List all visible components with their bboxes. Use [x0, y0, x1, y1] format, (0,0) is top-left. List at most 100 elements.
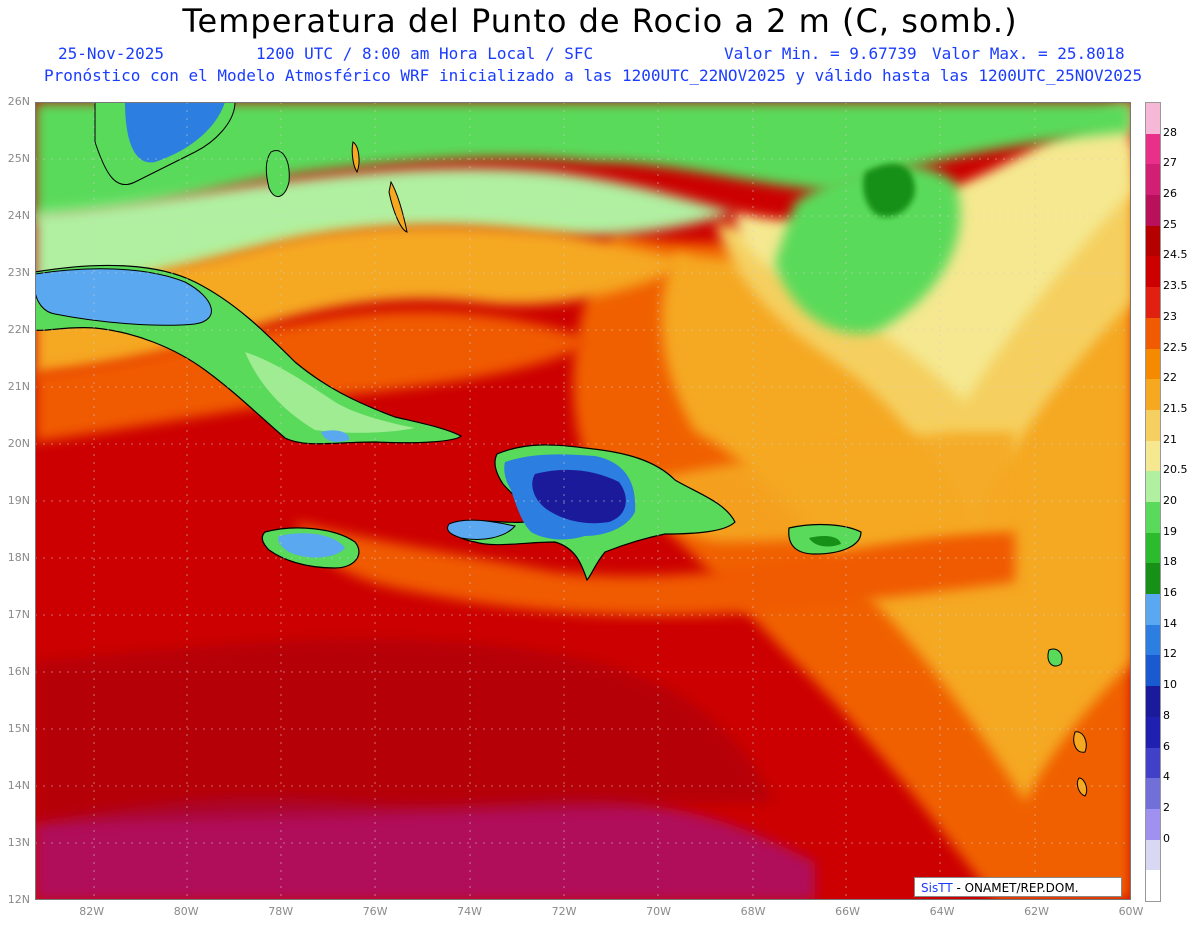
colorbar-segment — [1146, 502, 1160, 534]
lat-tick-label: 23N — [7, 266, 30, 279]
colorbar-label: 14 — [1163, 616, 1177, 630]
min-value: Valor Min. = 9.67739 — [724, 44, 917, 63]
colorbar-label: 20 — [1163, 494, 1177, 507]
colorbar-segment — [1146, 164, 1160, 196]
florida-blue — [125, 102, 225, 163]
lon-tick-label: 80W — [173, 905, 199, 918]
onamet-logo: SisTT - ONAMET/REP.DOM. — [914, 877, 1122, 897]
colorbar-label: 22 — [1163, 371, 1177, 385]
colorbar-label: 19 — [1163, 524, 1177, 538]
field-carib-orange — [295, 522, 1015, 616]
forecast-info: Pronóstico con el Modelo Atmosférico WRF… — [44, 66, 1143, 85]
colorbar-label: 2 — [1163, 800, 1170, 814]
puerto-rico-inner — [809, 536, 841, 547]
field-south-magenta — [35, 798, 815, 900]
colorbar — [1145, 102, 1161, 902]
colorbar-segment — [1146, 532, 1160, 564]
colorbar-label: 12 — [1163, 647, 1177, 661]
colorbar-label: 21.5 — [1163, 401, 1188, 415]
lat-tick-label: 22N — [7, 323, 30, 336]
onamet-org: - ONAMET/REP.DOM. — [952, 881, 1079, 895]
lon-tick-label: 82W — [79, 905, 105, 918]
colorbar-segment — [1146, 808, 1160, 841]
lat-tick-label: 20N — [7, 437, 30, 450]
island-guadeloupe — [1047, 648, 1063, 667]
colorbar-segment — [1146, 256, 1160, 288]
island-st-lucia — [1076, 777, 1088, 797]
lat-tick-label: 21N — [7, 380, 30, 393]
lat-tick-label: 12N — [7, 893, 30, 906]
colorbar-label: 28 — [1163, 125, 1177, 139]
field-north-lightgreen — [35, 167, 735, 302]
colorbar-segment — [1146, 379, 1160, 411]
lon-tick-label: 66W — [835, 905, 860, 918]
lon-tick-label: 62W — [1024, 905, 1049, 918]
colorbar-label: 18 — [1163, 555, 1177, 569]
lon-tick-label: 64W — [929, 905, 955, 918]
colorbar-segment — [1146, 624, 1160, 656]
lon-tick-label: 70W — [646, 905, 672, 918]
colorbar-label: 23 — [1163, 309, 1177, 323]
graticule — [35, 102, 1131, 900]
lat-tick-label: 26N — [7, 95, 30, 108]
colorbar-label: 21 — [1163, 432, 1177, 446]
lon-tick-label: 60W — [1118, 905, 1144, 918]
colorbar-label: 24.5 — [1163, 248, 1188, 262]
colorbar-label: 8 — [1163, 708, 1170, 722]
cuba-blue-east — [321, 430, 350, 442]
lat-tick-label: 17N — [7, 608, 30, 621]
lat-tick-label: 24N — [7, 209, 30, 222]
colorbar-segment — [1146, 195, 1160, 227]
valid-time: 1200 UTC / 8:00 am Hora Local / SFC — [256, 44, 594, 63]
cuba-lightgreen — [245, 352, 415, 433]
colorbar-segment — [1146, 287, 1160, 319]
colorbar-label: 16 — [1163, 586, 1177, 600]
lat-tick-label: 25N — [7, 152, 30, 165]
colorbar-segment — [1146, 563, 1160, 595]
hispaniola-tiburon — [447, 519, 516, 540]
lon-tick-label: 72W — [551, 905, 577, 918]
map-frame — [35, 102, 1131, 900]
colorbar-segment — [1146, 409, 1160, 442]
lon-tick-label: 76W — [362, 905, 388, 918]
colorbar-segment — [1146, 870, 1160, 902]
lat-tick-label: 19N — [7, 494, 30, 507]
lat-tick-label: 14N — [7, 779, 30, 792]
colorbar-segment — [1146, 747, 1160, 779]
jamaica-blue — [278, 533, 345, 558]
lon-tick-label: 68W — [740, 905, 766, 918]
colorbar-label: 27 — [1163, 156, 1177, 170]
lat-tick-label: 13N — [7, 836, 30, 849]
lon-tick-label: 74W — [457, 905, 483, 918]
colorbar-segment — [1146, 594, 1160, 626]
lon-tick-label: 78W — [268, 905, 294, 918]
colorbar-segment — [1146, 778, 1160, 810]
lat-tick-label: 15N — [7, 722, 30, 735]
colorbar-segment — [1146, 133, 1160, 165]
map-title: Temperatura del Punto de Rocio a 2 m (C,… — [182, 2, 1018, 40]
field-ne-green — [775, 164, 961, 334]
colorbar-segment — [1146, 471, 1160, 503]
colorbar-segment — [1146, 225, 1160, 257]
colorbar-segment — [1146, 839, 1160, 871]
field-south-deepred — [35, 638, 775, 822]
colorbar-label: 10 — [1163, 678, 1177, 692]
colorbar-segment — [1146, 440, 1160, 472]
field-north-green — [35, 102, 1131, 222]
island-eleuthera — [388, 180, 408, 233]
colorbar-label: 6 — [1163, 739, 1170, 753]
island-abaco — [351, 141, 360, 174]
lat-tick-label: 18N — [7, 551, 30, 564]
colorbar-segment — [1146, 348, 1160, 380]
field-ne-darkgreen — [863, 163, 915, 217]
valid-date: 25-Nov-2025 — [58, 44, 164, 63]
colorbar-segment — [1146, 655, 1160, 687]
max-value: Valor Max. = 25.8018 — [932, 44, 1125, 63]
colorbar-label: 22.5 — [1163, 340, 1188, 354]
colorbar-label: 25 — [1163, 217, 1177, 231]
colorbar-label: 4 — [1163, 770, 1170, 784]
lat-tick-label: 16N — [7, 665, 30, 678]
colorbar-label: 0 — [1163, 831, 1170, 845]
colorbar-label: 20.5 — [1163, 463, 1188, 477]
colorbar-segment — [1146, 317, 1160, 350]
